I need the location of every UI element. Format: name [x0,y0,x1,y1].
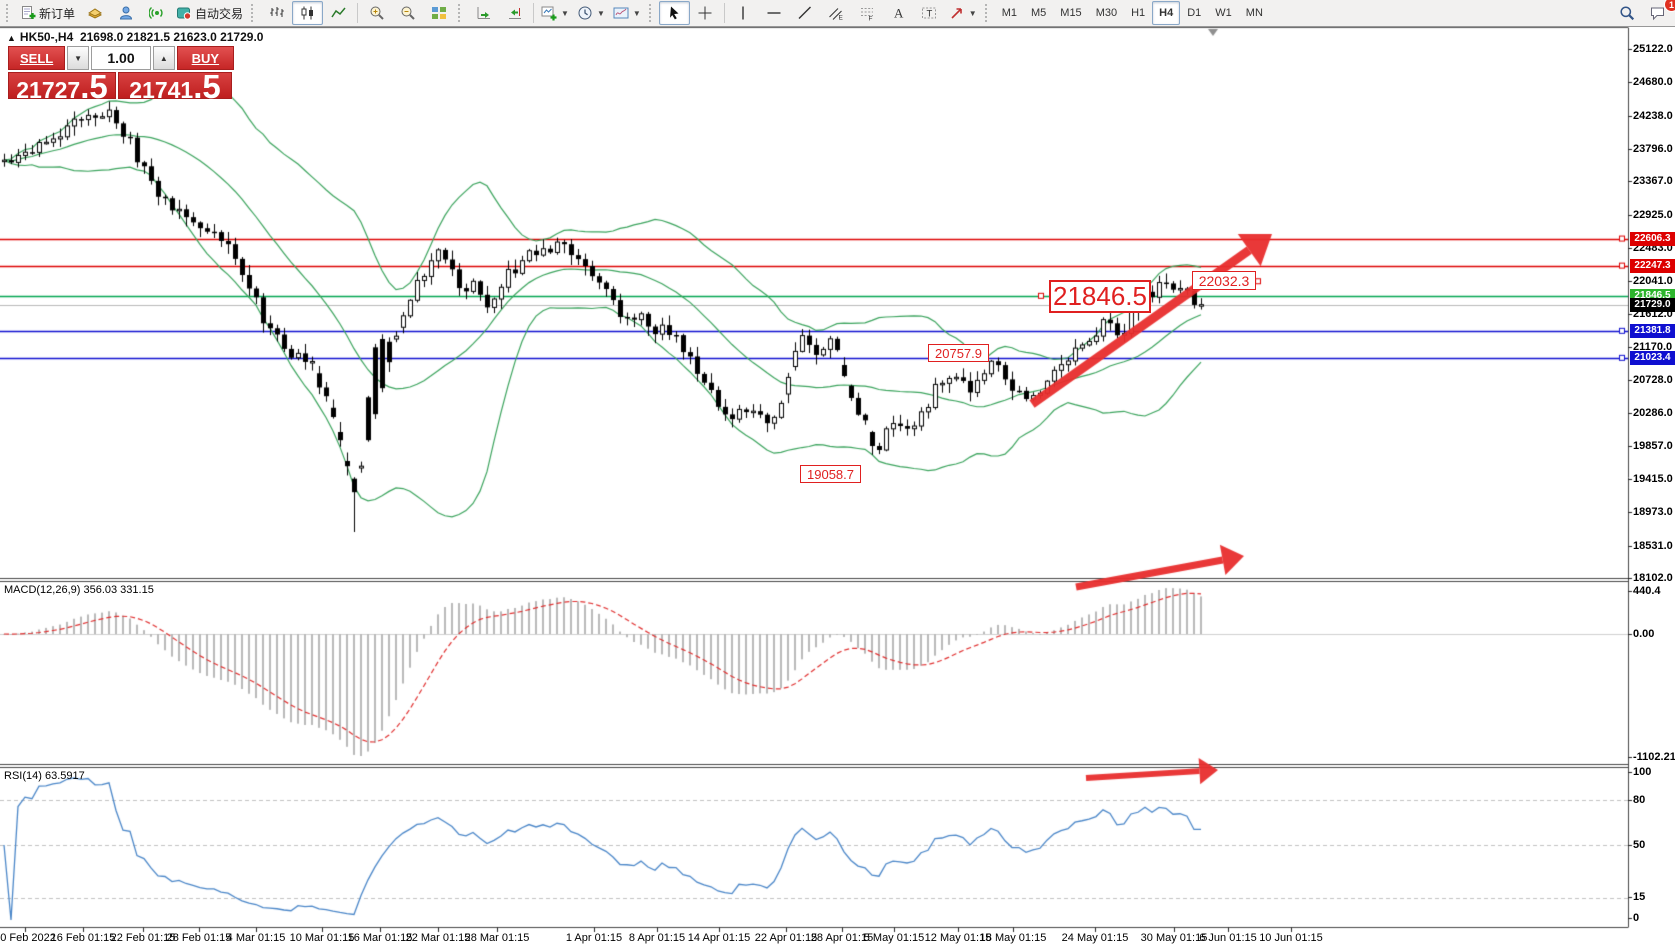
dropdown-caret-icon[interactable]: ▼ [561,8,569,18]
svg-text:A: A [894,6,904,21]
toolbar-separator [723,3,725,23]
timeframe-button-m5[interactable]: M5 [1031,7,1047,19]
toolbar-separator [357,3,359,23]
channel-button[interactable]: E [821,1,852,25]
toolbar: 新订单 自动交易 ▼ ▼ ▼ E F A T ▼ M1 M5 M15 M30 H1 H4 D1 W1 MN 1 [0,0,1675,27]
zoom-in-button[interactable] [361,1,392,25]
volume-input[interactable] [91,46,151,70]
new-chart-button[interactable]: ▼ [537,1,573,25]
toolbar-drag-handle [458,4,464,22]
templates-button[interactable]: ▼ [609,1,645,25]
buy-price[interactable]: 21741.5 [118,70,232,103]
chart-shift-button[interactable] [499,1,530,25]
chart-bars-button[interactable] [261,1,292,25]
timeframe-button-m1[interactable]: M1 [1001,7,1017,19]
quotes-button[interactable] [79,1,110,25]
timeframe-button-w1[interactable]: W1 [1215,7,1232,19]
vertical-line-button[interactable] [728,1,759,25]
auto-scroll-button[interactable] [468,1,499,25]
timeframe-button-h4[interactable]: H4 [1152,1,1181,25]
timeframe-button-h1[interactable]: H1 [1131,7,1146,19]
fibonacci-button[interactable]: F [852,1,883,25]
chart-line-button[interactable] [323,1,354,25]
notification-badge: 1 [1664,0,1675,12]
timeframe-button-m15[interactable]: M15 [1060,7,1082,19]
navigator-button[interactable] [110,1,141,25]
sell-price[interactable]: 21727.5 [8,70,116,103]
toolbar-drag-handle [984,4,991,22]
text-button[interactable]: A [883,1,914,25]
collapse-triangle-icon[interactable]: ▲ [7,33,16,43]
buy-button[interactable]: BUY [176,46,234,70]
timeframe-button-mn[interactable]: MN [1245,7,1263,19]
auto-trading-button[interactable]: 自动交易 [172,1,247,25]
toolbar-drag-handle [6,4,12,22]
arrows-button[interactable]: ▼ [945,1,981,25]
toolbar-drag-handle [251,4,257,22]
one-click-trade-panel: SELL ▼ ▲ BUY 21727.5 21741.5 [8,46,234,103]
trendline-button[interactable] [790,1,821,25]
chart-title: ▲ HK50-,H4 21698.0 21821.5 21623.0 21729.… [7,30,263,44]
text-label-button[interactable]: T [914,1,945,25]
crosshair-button[interactable] [690,1,721,25]
svg-text:F: F [869,16,873,22]
volume-up-button[interactable]: ▲ [153,46,175,70]
signals-button[interactable] [141,1,172,25]
cursor-button[interactable] [658,1,690,25]
dropdown-caret-icon[interactable]: ▼ [632,8,641,18]
new-order-button[interactable]: 新订单 [16,1,79,25]
chat-icon[interactable] [1642,1,1673,25]
ohlc-values: 21698.0 21821.5 21623.0 21729.0 [79,30,264,44]
sell-button[interactable]: SELL [8,46,66,70]
zoom-out-button[interactable] [392,1,423,25]
svg-text:E: E [839,15,844,22]
toolbar-separator [533,3,535,23]
dropdown-caret-icon[interactable]: ▼ [596,8,605,18]
volume-down-button[interactable]: ▼ [67,46,89,70]
chat-button[interactable]: 1 [1642,0,1675,25]
timeframe-button-d1[interactable]: D1 [1187,7,1202,19]
tile-windows-button[interactable] [423,1,454,25]
timeframe-button-m30[interactable]: M30 [1095,7,1118,19]
horizontal-line-button[interactable] [759,1,790,25]
chart-candles-button[interactable] [292,1,324,25]
dropdown-caret-icon[interactable]: ▼ [968,8,977,18]
symbol-period-label: HK50-,H4 [19,30,74,44]
periods-button[interactable]: ▼ [573,1,609,25]
search-button[interactable] [1611,1,1642,25]
toolbar-drag-handle [648,4,655,22]
svg-text:T: T [927,9,933,20]
